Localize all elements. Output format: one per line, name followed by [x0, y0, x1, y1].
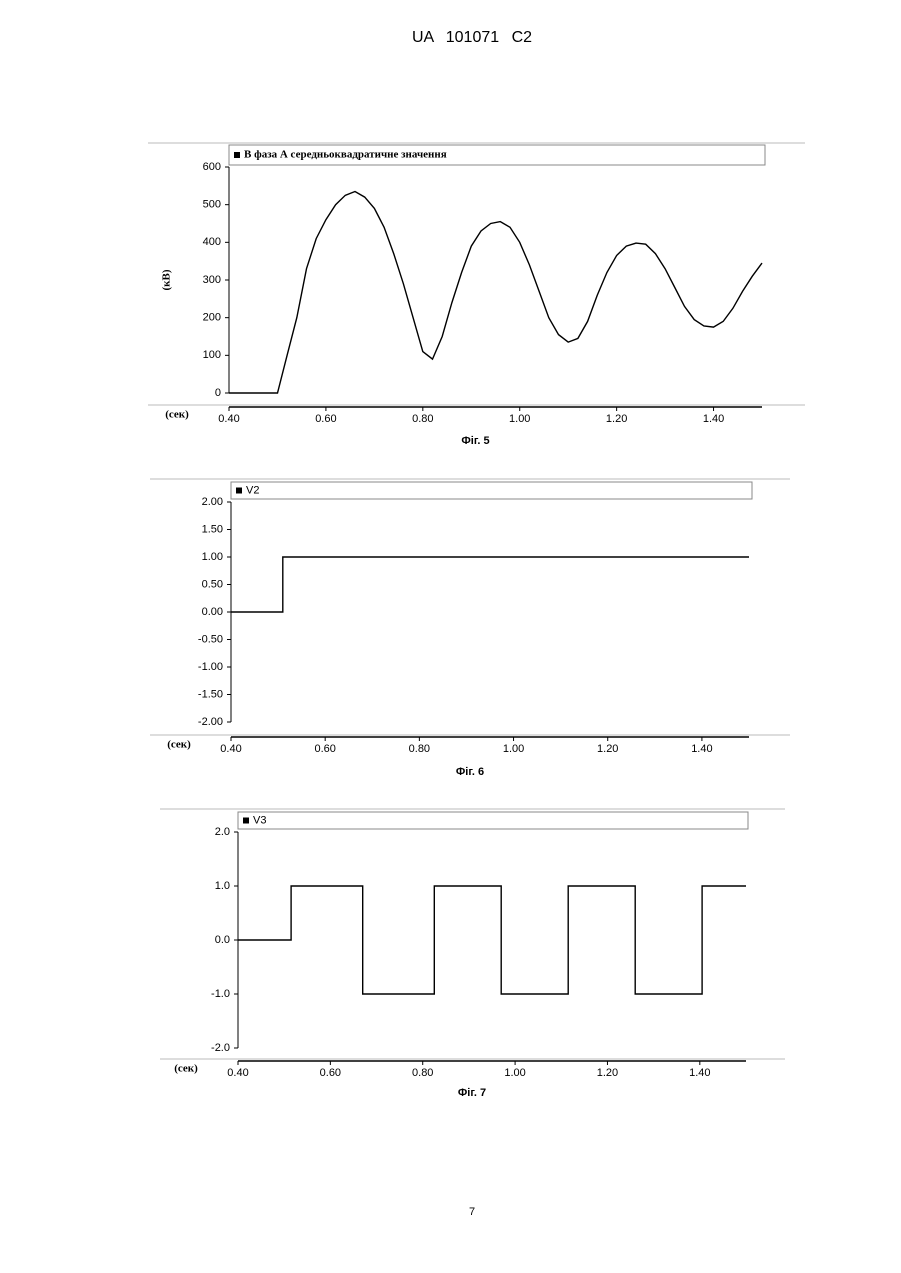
y-tick-label: 500	[203, 199, 221, 211]
data-line	[238, 886, 746, 994]
x-tick-label: 0.40	[220, 743, 241, 755]
y-tick-label: 1.0	[215, 880, 230, 892]
legend-entry: V2	[246, 484, 259, 496]
x-tick-label: 1.20	[597, 1067, 618, 1079]
y-tick-label: -1.00	[198, 661, 223, 673]
x-axis-label: (сек)	[167, 739, 191, 751]
legend-entry: В фаза А середньоквадратичне значення	[244, 149, 447, 161]
y-tick-label: 0.0	[215, 934, 230, 946]
y-tick-label: 2.00	[202, 496, 223, 508]
x-tick-label: 0.60	[314, 743, 335, 755]
y-tick-label: -1.0	[211, 988, 230, 1000]
x-tick-label: 1.40	[689, 1067, 710, 1079]
y-tick-label: 0.00	[202, 606, 223, 618]
x-tick-label: 0.80	[412, 413, 433, 425]
y-tick-label: 0	[215, 387, 221, 399]
x-tick-label: 0.80	[409, 743, 430, 755]
data-line	[229, 192, 762, 394]
legend-box	[238, 812, 748, 829]
x-axis-label: (сек)	[165, 409, 189, 421]
y-tick-label: 0.50	[202, 578, 223, 590]
y-tick-label: 200	[203, 312, 221, 324]
y-tick-label: 600	[203, 161, 221, 173]
header: UA 101071 C2	[412, 29, 532, 46]
legend-entry: V3	[253, 814, 266, 826]
y-tick-label: 2.0	[215, 826, 230, 838]
figure-caption: Фіг. 5	[461, 435, 489, 447]
x-axis-label: (сек)	[174, 1063, 198, 1075]
y-tick-label: -0.50	[198, 633, 223, 645]
y-tick-label: -1.50	[198, 688, 223, 700]
figure-caption: Фіг. 7	[458, 1087, 486, 1099]
y-tick-label: -2.0	[211, 1042, 230, 1054]
legend-swatch	[236, 488, 242, 494]
x-tick-label: 0.60	[315, 413, 336, 425]
legend-box	[231, 482, 752, 499]
x-tick-label: 0.80	[412, 1067, 433, 1079]
data-line	[231, 557, 749, 612]
x-tick-label: 1.40	[691, 743, 712, 755]
y-tick-label: 300	[203, 274, 221, 286]
x-tick-label: 0.60	[320, 1067, 341, 1079]
legend-swatch	[234, 152, 240, 158]
legend-swatch	[243, 818, 249, 824]
y-tick-label: 1.00	[202, 551, 223, 563]
page-number: 7	[469, 1206, 475, 1218]
x-tick-label: 1.00	[509, 413, 530, 425]
figure-caption: Фіг. 6	[456, 766, 484, 778]
x-tick-label: 1.20	[597, 743, 618, 755]
y-tick-label: 100	[203, 349, 221, 361]
page: UA 101071 C2 7 В фаза А середньоквадрати…	[0, 0, 901, 1273]
x-tick-label: 1.00	[504, 1067, 525, 1079]
y-tick-label: 400	[203, 236, 221, 248]
x-tick-label: 1.20	[606, 413, 627, 425]
y-tick-label: 1.50	[202, 523, 223, 535]
x-tick-label: 0.40	[227, 1067, 248, 1079]
x-tick-label: 1.40	[703, 413, 724, 425]
x-tick-label: 1.00	[503, 743, 524, 755]
y-axis-label: (кВ)	[161, 269, 173, 290]
x-tick-label: 0.40	[218, 413, 239, 425]
y-tick-label: -2.00	[198, 716, 223, 728]
